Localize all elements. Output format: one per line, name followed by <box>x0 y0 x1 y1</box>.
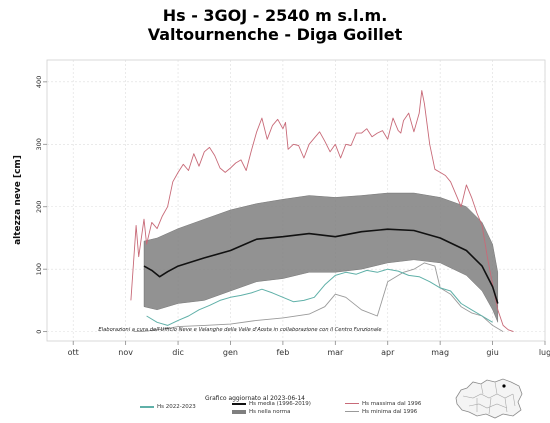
legend-swatch-max <box>345 403 359 404</box>
legend-label-norm: Hs nella norma <box>249 409 291 415</box>
y-tick-label: 100 <box>35 263 43 275</box>
y-tick-label: 0 <box>35 330 43 334</box>
legend-item-max: Hs massima dal 1996 <box>345 401 421 407</box>
legend-label-min: Hs minima dal 1996 <box>362 409 418 415</box>
y-tick-label: 400 <box>35 76 43 88</box>
chart-subtitle: Valtournenche - Diga Goillet <box>147 25 403 44</box>
y-tick-label: 200 <box>35 201 43 213</box>
grid <box>46 59 546 342</box>
legend: Hs 2022-2023 Hs media (1996-2019) Hs nel… <box>140 401 460 422</box>
x-tick-label: feb <box>276 348 289 357</box>
legend-swatch-mean <box>232 402 246 405</box>
chart-title: Hs - 3GOJ - 2540 m s.l.m. <box>162 6 388 25</box>
x-tick-label: gen <box>223 348 238 357</box>
legend-item-norm: Hs nella norma <box>232 409 291 415</box>
legend-item-current: Hs 2022-2023 <box>140 404 196 410</box>
x-tick-label: apr <box>381 348 395 357</box>
legend-label-max: Hs massima dal 1996 <box>362 401 422 407</box>
x-tick-label: ott <box>68 348 79 357</box>
legend-swatch-norm <box>232 409 246 414</box>
y-tick-label: 300 <box>35 138 43 150</box>
x-tick-label: mar <box>327 348 344 357</box>
legend-label-mean: Hs media (1996-2019) <box>249 401 311 407</box>
legend-item-mean: Hs media (1996-2019) <box>232 401 311 407</box>
current-season-line <box>146 268 493 326</box>
valle-d-aosta-map-icon <box>455 378 523 419</box>
chart-title-block: Hs - 3GOJ - 2540 m s.l.m. Valtournenche … <box>0 6 550 44</box>
legend-swatch-min <box>345 411 359 412</box>
x-tick-label: giu <box>486 348 498 357</box>
norm-band <box>143 192 498 323</box>
series-layer <box>130 90 514 333</box>
credit-note: Elaborazioni a cura dell'Ufficio Neve e … <box>98 327 381 333</box>
x-tick-label: mag <box>431 348 449 357</box>
min-line <box>133 262 504 333</box>
max-line <box>130 90 514 333</box>
y-axis-label: altezza neve [cm] <box>13 155 23 245</box>
x-tick-label: nov <box>118 348 133 357</box>
legend-label-current: Hs 2022-2023 <box>157 404 196 410</box>
legend-swatch-current <box>140 405 154 408</box>
legend-item-min: Hs minima dal 1996 <box>345 409 417 415</box>
x-tick-label: dic <box>172 348 184 357</box>
axes: ott nov dic gen feb mar apr mag giu lug 0 100 200 300… <box>35 76 550 357</box>
norm-band-layer <box>143 192 498 323</box>
update-date-note: Grafico aggiornato al 2023-06-14 <box>205 395 305 402</box>
mean-line <box>143 228 499 304</box>
x-tick-label: lug <box>539 348 550 357</box>
